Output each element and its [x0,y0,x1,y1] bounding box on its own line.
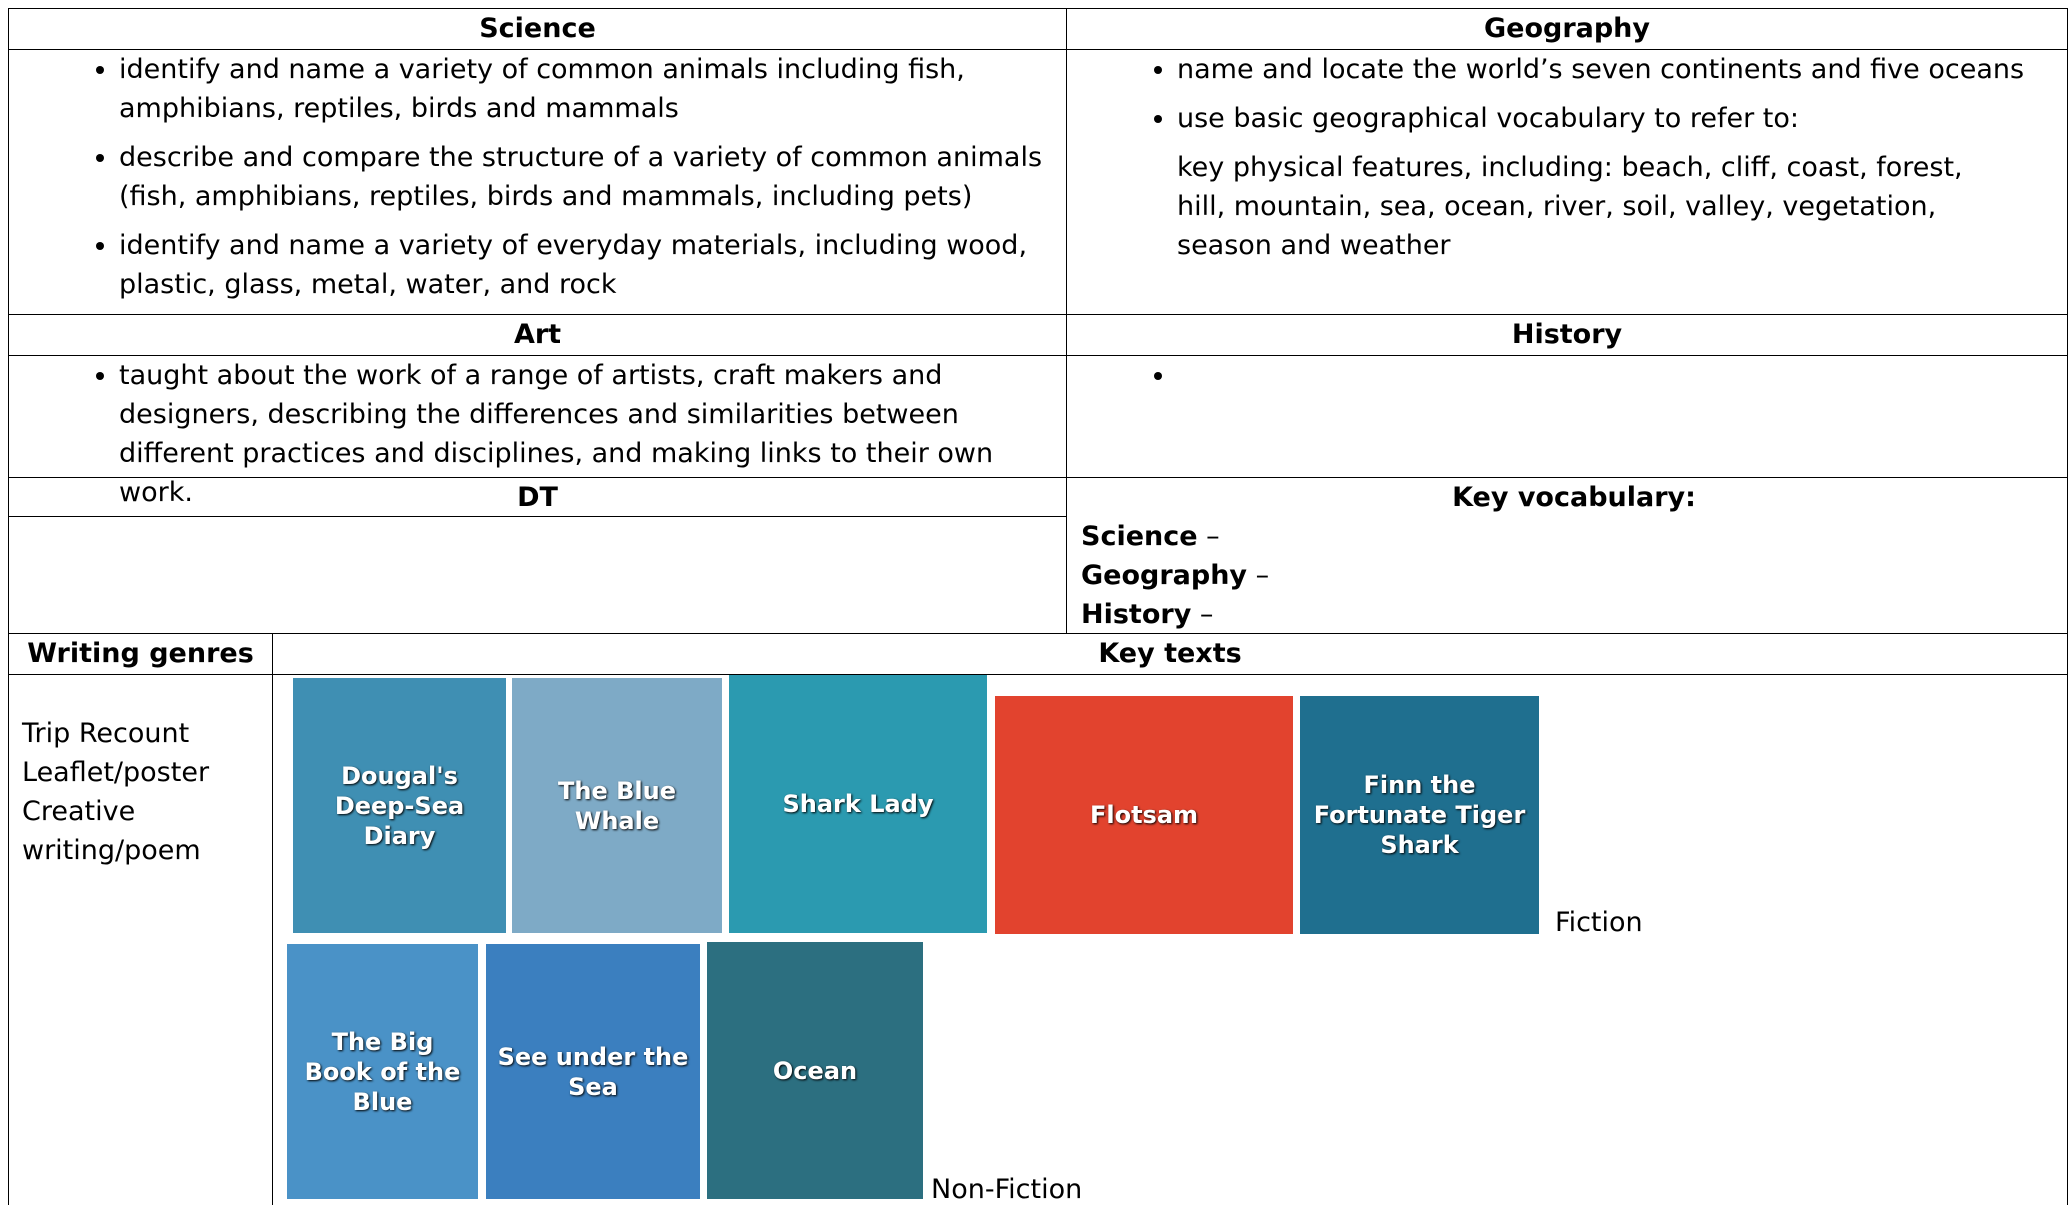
vocab-label: History [1081,599,1192,630]
bullet [1177,356,2047,395]
genre: Trip Recount [22,718,190,749]
book-cover: Shark Lady [729,675,987,933]
non-fiction-label: Non-Fiction [931,1174,1083,1205]
bullet-list [1067,356,2067,395]
bullet: identify and name a variety of common an… [119,50,1046,128]
history-cell [1066,355,2068,478]
genre: Creative writing/poem [22,796,201,866]
science-cell: identify and name a variety of common an… [8,49,1067,315]
vocab-cell: Key vocabulary: Science – Geography – Hist… [1066,477,2068,634]
book-cover: Ocean [707,942,923,1199]
genres-cell: Trip Recount Leaflet/poster Creative writi… [8,674,273,1205]
genre: Leaflet/poster [22,757,210,788]
header: Science [8,8,1067,50]
detail: key physical features, including: beach,… [1177,152,1963,261]
bullet-list: taught about the work of a range of arti… [9,356,1066,512]
dt-cell [8,516,1067,634]
bullet: use basic geographical vocabulary to ref… [1177,99,2047,138]
vocab-label: Geography [1081,560,1248,591]
vocab-list: Science – Geography – History – [1081,517,2067,634]
geography-cell: name and locate the world’s seven contin… [1066,49,2068,315]
texts-cell [272,674,2068,1205]
book-cover: Dougal's Deep-Sea Diary [293,678,506,933]
vocab-dash: – [1197,521,1220,552]
header: History [1066,314,2068,356]
vocab-dash: – [1191,599,1214,630]
book-cover: The Blue Whale [512,678,722,933]
bullet-list: name and locate the world’s seven contin… [1067,50,2067,138]
header: Art [8,314,1067,356]
book-cover: See under the Sea [486,944,700,1199]
art-cell: taught about the work of a range of arti… [8,355,1067,508]
bullet: identify and name a variety of everyday … [119,226,1046,304]
header: Key vocabulary: [1452,482,1696,513]
vocab-item: History – [1081,595,2067,634]
header: Key texts [272,633,2068,675]
header: Writing genres [8,633,273,675]
bullet: describe and compare the structure of a … [119,138,1046,216]
fiction-label: Fiction [1555,907,1643,938]
header: DT [8,477,1067,517]
book-cover: Flotsam [995,696,1293,934]
book-cover: Finn the Fortunate Tiger Shark [1300,696,1539,934]
bullet: name and locate the world’s seven contin… [1177,50,2047,89]
vocab-label: Science [1081,521,1198,552]
vocab-item: Geography – [1081,556,2067,595]
bullet: taught about the work of a range of arti… [119,356,1046,512]
bullet-list: identify and name a variety of common an… [9,50,1066,304]
genre-list: Trip Recount Leaflet/poster Creative writi… [22,714,260,870]
vocab-item: Science – [1081,517,2067,556]
vocab-dash: – [1247,560,1270,591]
header: Geography [1066,8,2068,50]
book-cover: The Big Book of the Blue [287,944,478,1199]
